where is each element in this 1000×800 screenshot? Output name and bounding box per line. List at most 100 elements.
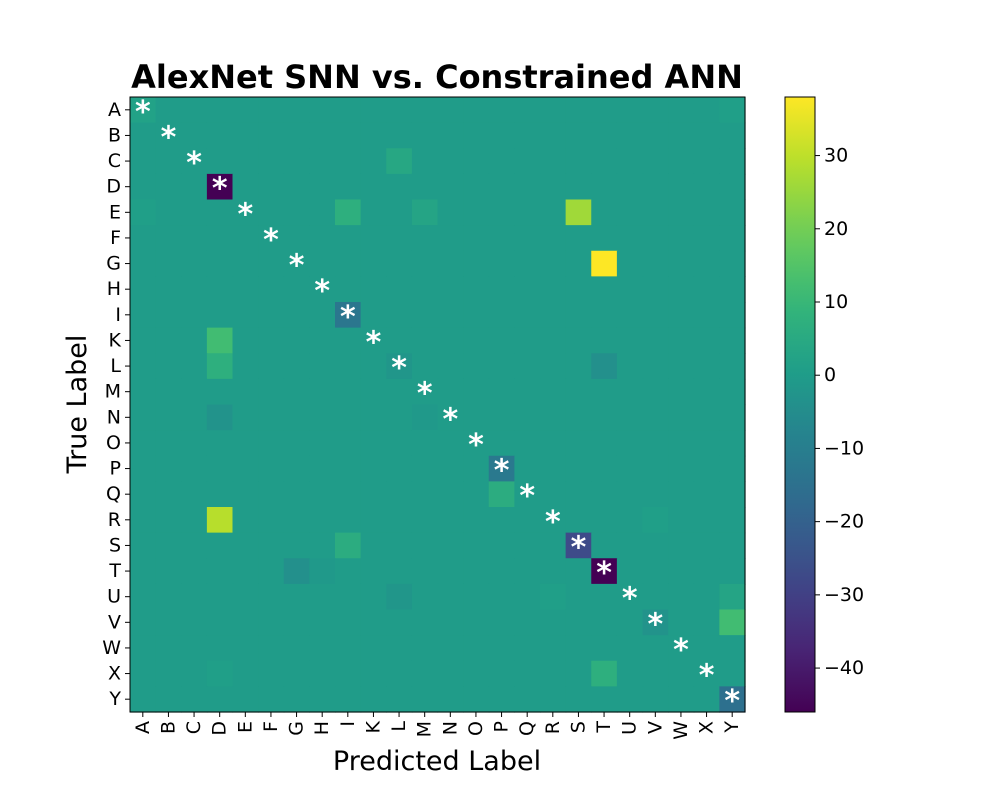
heatmap-cell — [386, 404, 413, 431]
heatmap-cell — [258, 686, 285, 713]
heatmap-cell — [668, 583, 695, 611]
heatmap-cell — [514, 97, 541, 124]
heatmap-cell — [642, 122, 669, 149]
diagonal-marker: * — [647, 607, 663, 642]
heatmap-cell — [591, 250, 618, 277]
heatmap-cell — [488, 225, 515, 252]
heatmap-cell — [335, 378, 362, 406]
diagonal-marker: * — [545, 505, 561, 540]
heatmap-cell — [463, 122, 490, 149]
heatmap-cell — [514, 199, 541, 226]
heatmap-cell — [719, 302, 746, 329]
heatmap-cell — [668, 404, 695, 431]
heatmap-cell — [206, 430, 234, 457]
heatmap-cell — [206, 609, 234, 636]
heatmap-cell — [668, 353, 695, 380]
heatmap-cell — [360, 250, 387, 277]
x-tick-label: L — [388, 721, 410, 732]
heatmap-cell — [719, 276, 746, 303]
heatmap-cell — [514, 481, 541, 508]
heatmap-cell — [232, 327, 259, 354]
heatmap-cell — [181, 173, 208, 201]
heatmap-cell — [565, 276, 592, 303]
heatmap-cell — [642, 404, 669, 431]
heatmap-cell — [258, 558, 285, 585]
heatmap-cell — [386, 276, 413, 303]
y-tick-label: I — [115, 304, 121, 326]
heatmap-cell — [693, 225, 720, 252]
heatmap-cell — [616, 97, 644, 124]
heatmap-cell — [668, 430, 695, 457]
heatmap-cell — [258, 609, 285, 636]
heatmap-cell — [437, 404, 464, 431]
heatmap-cell — [693, 635, 720, 662]
heatmap-cell — [488, 635, 515, 662]
heatmap-cell — [309, 250, 336, 277]
heatmap-cell — [181, 635, 208, 662]
heatmap-cell — [514, 225, 541, 252]
heatmap-cell — [181, 148, 208, 175]
heatmap-cell — [411, 225, 439, 252]
x-tick-label: S — [567, 721, 589, 733]
heatmap-cell — [386, 609, 413, 636]
heatmap-cell — [642, 97, 669, 124]
diagonal-marker: * — [212, 172, 228, 207]
heatmap-cell — [565, 225, 592, 252]
heatmap-cell — [437, 276, 464, 303]
heatmap-cell — [540, 276, 567, 303]
heatmap-cell — [309, 173, 336, 201]
y-tick-label: D — [106, 176, 121, 198]
heatmap-cell — [309, 481, 336, 508]
x-tick-label: O — [465, 721, 487, 736]
heatmap-cell — [386, 353, 413, 380]
heatmap-cell — [642, 302, 669, 329]
heatmap-cell — [693, 481, 720, 508]
colorbar-tick-label: −30 — [824, 584, 864, 606]
heatmap-cell — [642, 225, 669, 252]
heatmap-cell — [668, 532, 695, 559]
heatmap-cell — [155, 558, 182, 585]
heatmap-cell — [181, 378, 208, 406]
heatmap-cell — [668, 660, 695, 687]
heatmap-cell — [335, 430, 362, 457]
heatmap-cell — [360, 455, 387, 482]
heatmap-cell — [258, 302, 285, 329]
y-tick-label: V — [108, 611, 121, 633]
heatmap-cell — [616, 250, 644, 277]
heatmap-cell — [463, 97, 490, 124]
heatmap-cell — [565, 455, 592, 482]
heatmap-cell — [411, 378, 439, 406]
heatmap-cell — [437, 660, 464, 687]
heatmap-cell — [437, 327, 464, 354]
heatmap-cell — [309, 404, 336, 431]
heatmap-cell — [437, 302, 464, 329]
heatmap-cell — [181, 583, 208, 611]
heatmap-cell — [386, 199, 413, 226]
heatmap-cell — [232, 404, 259, 431]
diagonal-marker: * — [135, 95, 151, 130]
heatmap-cell — [309, 148, 336, 175]
heatmap-cell — [309, 327, 336, 354]
heatmap-cell — [565, 507, 592, 534]
heatmap-cell — [335, 327, 362, 354]
heatmap-cell — [258, 378, 285, 406]
heatmap-cell — [719, 122, 746, 149]
heatmap-cell — [693, 122, 720, 149]
heatmap-cell — [335, 276, 362, 303]
heatmap-cell — [335, 660, 362, 687]
heatmap-cell — [719, 404, 746, 431]
x-tick-label: G — [286, 721, 308, 736]
heatmap-cell — [668, 225, 695, 252]
heatmap-cell — [642, 250, 669, 277]
heatmap-cell — [719, 455, 746, 482]
heatmap-cell — [668, 507, 695, 534]
heatmap-cell — [360, 353, 387, 380]
heatmap-cell — [411, 327, 439, 354]
heatmap-cell — [540, 609, 567, 636]
heatmap-cell — [206, 532, 234, 559]
colorbar-tick-label: −10 — [824, 437, 864, 459]
heatmap-cell — [181, 276, 208, 303]
heatmap-cell — [693, 199, 720, 226]
heatmap-cell — [360, 302, 387, 329]
heatmap-cell — [206, 199, 234, 226]
